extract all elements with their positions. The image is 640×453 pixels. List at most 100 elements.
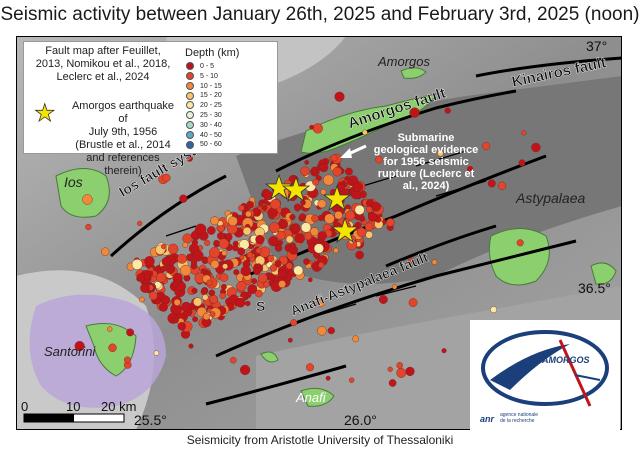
epicenter-point bbox=[233, 269, 240, 276]
epicenter-point bbox=[304, 160, 310, 165]
epicenter-point bbox=[371, 201, 381, 212]
map-title: Seismic activity between January 26th, 2… bbox=[0, 4, 640, 25]
label-anafi: Anafi bbox=[296, 390, 326, 405]
epicenter-point bbox=[213, 239, 220, 247]
epicenter-point bbox=[290, 319, 298, 327]
epicenter-point bbox=[300, 166, 310, 176]
epicenter-point bbox=[531, 142, 541, 153]
epicenter-point bbox=[490, 306, 497, 313]
depth-legend-row: 25 - 30 bbox=[186, 111, 222, 121]
epicenter-point bbox=[240, 364, 251, 376]
epicenter-point bbox=[237, 247, 246, 256]
logo-name: AMORGOS bbox=[542, 355, 590, 365]
epicenter-point bbox=[352, 181, 364, 193]
central-fault-line bbox=[385, 224, 497, 268]
scale-label-0: 0 bbox=[21, 399, 29, 414]
rupture-annotation: Submarine geological evidence for 1956 s… bbox=[373, 132, 479, 192]
epicenter-point bbox=[285, 235, 294, 244]
latitude-36-5: 36.5° bbox=[578, 280, 611, 296]
epicenter-point bbox=[285, 262, 293, 270]
scale-label-10: 10 bbox=[66, 399, 81, 414]
depth-legend-row: 20 - 25 bbox=[186, 101, 222, 111]
epicenter-point bbox=[294, 233, 305, 244]
epicenter-point bbox=[229, 356, 237, 364]
epicenter-point bbox=[317, 299, 325, 308]
epicenter-point bbox=[224, 233, 233, 241]
epicenter-point bbox=[286, 274, 293, 281]
epicenter-point bbox=[173, 298, 181, 306]
epicenter-point bbox=[278, 269, 287, 279]
depth-class-label: 25 - 30 bbox=[200, 111, 222, 119]
epicenter-point bbox=[179, 194, 188, 203]
astypalaea-island bbox=[488, 228, 550, 286]
epicenter-point bbox=[242, 226, 252, 236]
epicenter-point bbox=[287, 337, 293, 343]
depth-legend-list: 0 - 5 5 - 10 10 - 15 15 - 20 20 - 25 25 - 30 3… bbox=[186, 62, 222, 150]
epicenter-point bbox=[396, 367, 407, 378]
epicenter-point bbox=[240, 265, 252, 277]
epicenter-point bbox=[267, 254, 275, 262]
epicenter-point bbox=[354, 204, 365, 215]
amorgos-project-logo: AMORGOS anr agence nationale de la reche… bbox=[470, 320, 620, 430]
epicenter-point bbox=[227, 216, 238, 227]
depth-color-swatch bbox=[186, 140, 194, 149]
epicenter-point bbox=[172, 316, 179, 324]
scale-bar bbox=[23, 413, 125, 423]
epicenter-point bbox=[209, 295, 218, 304]
epicenter-point bbox=[311, 214, 319, 223]
epicenter-point bbox=[148, 291, 158, 301]
epicenter-point bbox=[408, 298, 418, 307]
label-ios: Ios bbox=[64, 174, 83, 190]
epicenter-point bbox=[195, 223, 207, 235]
epicenter-point bbox=[263, 281, 270, 288]
epicenter-point bbox=[74, 341, 85, 352]
longitude-25-5: 25.5° bbox=[134, 412, 167, 428]
epicenter-point bbox=[200, 287, 208, 295]
depth-class-label: 50 - 60 bbox=[200, 141, 222, 149]
epicenter-point bbox=[521, 130, 527, 136]
epicenter-point bbox=[276, 230, 286, 241]
epicenter-point bbox=[431, 259, 438, 265]
depth-legend-row: 5 - 10 bbox=[186, 71, 222, 82]
epicenter-point bbox=[269, 264, 278, 272]
epicenter-point bbox=[161, 257, 171, 267]
epicenter-point bbox=[217, 225, 225, 233]
earthquake-star-4 bbox=[330, 216, 360, 244]
ios-fault-line bbox=[109, 174, 227, 258]
epicenter-point bbox=[124, 356, 131, 364]
epicenter-point bbox=[289, 242, 296, 249]
anafi-islet bbox=[260, 351, 279, 363]
epicenter-point bbox=[270, 198, 281, 210]
epicenter-point bbox=[244, 291, 252, 299]
epicenter-point bbox=[108, 343, 117, 352]
epicenter-point bbox=[192, 316, 199, 323]
depth-color-swatch bbox=[186, 81, 194, 90]
epicenter-point bbox=[232, 244, 239, 252]
epicenter-point bbox=[191, 287, 198, 294]
epicenter-point bbox=[186, 155, 193, 162]
epicenter-point bbox=[388, 379, 397, 387]
epicenter-point bbox=[312, 178, 319, 186]
depth-legend-row: 0 - 5 bbox=[186, 62, 222, 72]
epicenter-point bbox=[188, 343, 194, 349]
fault-source-note: Fault map after Feuillet, 2013, Nomikou … bbox=[35, 45, 171, 83]
ios-island bbox=[55, 168, 110, 218]
epicenter-point bbox=[320, 188, 327, 195]
epicenter-point bbox=[317, 231, 327, 241]
epicenter-point bbox=[176, 281, 187, 292]
earthquake-legend-text: Amorgos earthquake of July 9th, 1956 (Br… bbox=[71, 100, 175, 177]
epicenter-point bbox=[274, 260, 282, 268]
epicenter-point bbox=[441, 348, 447, 354]
depth-legend-row: 50 - 60 bbox=[186, 140, 222, 150]
epicenter-point bbox=[182, 242, 189, 248]
epicenter-point bbox=[344, 167, 353, 176]
epicenter-point bbox=[192, 250, 204, 262]
epicenter-point bbox=[325, 375, 331, 381]
epicenter-point bbox=[245, 210, 252, 218]
epicenter-point bbox=[309, 227, 319, 237]
epicenter-point bbox=[219, 292, 226, 300]
depth-color-swatch bbox=[186, 62, 194, 71]
scale-label-20: 20 km bbox=[101, 399, 137, 414]
epicenter-point bbox=[334, 210, 343, 220]
earthquake-star-3 bbox=[322, 184, 352, 212]
